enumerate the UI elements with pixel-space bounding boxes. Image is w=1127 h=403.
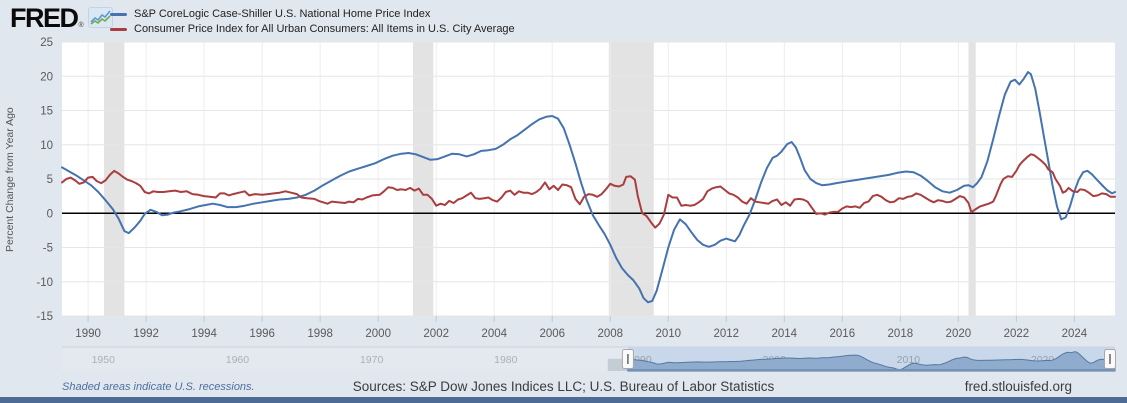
legend-item-cpi: Consumer Price Index for All Urban Consu…	[110, 22, 515, 36]
fred-site-link[interactable]: fred.stlouisfed.org	[964, 379, 1072, 394]
registered-trademark: ®	[78, 22, 84, 29]
y-tick-label: 5	[47, 174, 53, 186]
x-tick-label: 2002	[423, 328, 449, 340]
sources-text: Sources: S&P Dow Jones Indices LLC; U.S.…	[352, 379, 775, 394]
case-shiller-line	[61, 71, 1116, 304]
y-tick-label: 15	[40, 106, 53, 118]
y-tick-label: 10	[40, 140, 53, 152]
cpi-swatch	[110, 27, 127, 31]
sparkline-icon	[87, 7, 113, 33]
x-tick-label: 2004	[481, 328, 507, 340]
y-tick-label: -10	[36, 277, 53, 289]
slider-handle-right[interactable]	[1104, 349, 1116, 369]
cpi-label: Consumer Price Index for All Urban Consu…	[134, 23, 515, 35]
slider-handle-left[interactable]	[621, 349, 634, 369]
x-tick-label: 1996	[249, 328, 275, 340]
x-tick-label: 1990	[75, 328, 101, 340]
x-tick-label: 2024	[1062, 328, 1088, 340]
x-tick-label: 2010	[655, 328, 681, 340]
y-tick-label: -5	[43, 243, 53, 255]
x-tick-label: 1992	[133, 328, 159, 340]
y-tick-label: 0	[47, 208, 53, 220]
x-tick-label: 2006	[539, 328, 565, 340]
x-tick-label: 2018	[888, 328, 914, 340]
slider-decade-label: 1950	[92, 354, 116, 366]
x-tick-label: 2016	[830, 328, 856, 340]
x-tick-label: 2014	[772, 328, 798, 340]
case-shiller-swatch	[110, 12, 127, 16]
x-tick-label: 2012	[713, 328, 739, 340]
y-axis-labels: 25 20 15 10 5 0 -5 -10 -15	[36, 37, 53, 323]
main-chart-plot-area[interactable]: 1990 1992 1994 1996 1998 2000 2002 2004 2006 2008…	[0, 0, 1127, 344]
case-shiller-label: S&P CoreLogic Case-Shiller U.S. National…	[134, 8, 431, 20]
x-tick-label: 1994	[191, 328, 217, 340]
date-range-slider[interactable]: 19501960197019801990200020102020	[0, 344, 1127, 376]
y-tick-label: 20	[40, 71, 53, 83]
cpi-line	[61, 153, 1116, 229]
chart-legend: S&P CoreLogic Case-Shiller U.S. National…	[110, 7, 515, 36]
x-tick-label: 2022	[1004, 328, 1030, 340]
x-axis-labels: 1990 1992 1994 1996 1998 2000 2002 2004 2006 2008…	[75, 328, 1087, 340]
slider-decade-label: 1960	[226, 354, 250, 366]
fred-logo-text: FRED	[10, 3, 79, 33]
y-tick-label: 25	[40, 37, 53, 49]
chart-header: FRED ® S&P CoreLogic Case-Shiller U.S. N…	[0, 0, 1127, 40]
legend-item-case-shiller: S&P CoreLogic Case-Shiller U.S. National…	[110, 7, 515, 21]
x-axis-ticks	[87, 316, 1075, 322]
x-tick-label: 2000	[365, 328, 391, 340]
x-tick-label: 2020	[946, 328, 972, 340]
x-tick-label: 2008	[597, 328, 623, 340]
bottom-accent-bar	[0, 397, 1127, 403]
slider-decade-label: 1980	[494, 354, 518, 366]
slider-decade-label: 1970	[360, 354, 384, 366]
y-tick-label: -15	[36, 311, 53, 323]
recession-note: Shaded areas indicate U.S. recessions.	[62, 381, 255, 393]
x-tick-label: 1998	[307, 328, 333, 340]
fred-logo[interactable]: FRED ®	[10, 5, 113, 33]
